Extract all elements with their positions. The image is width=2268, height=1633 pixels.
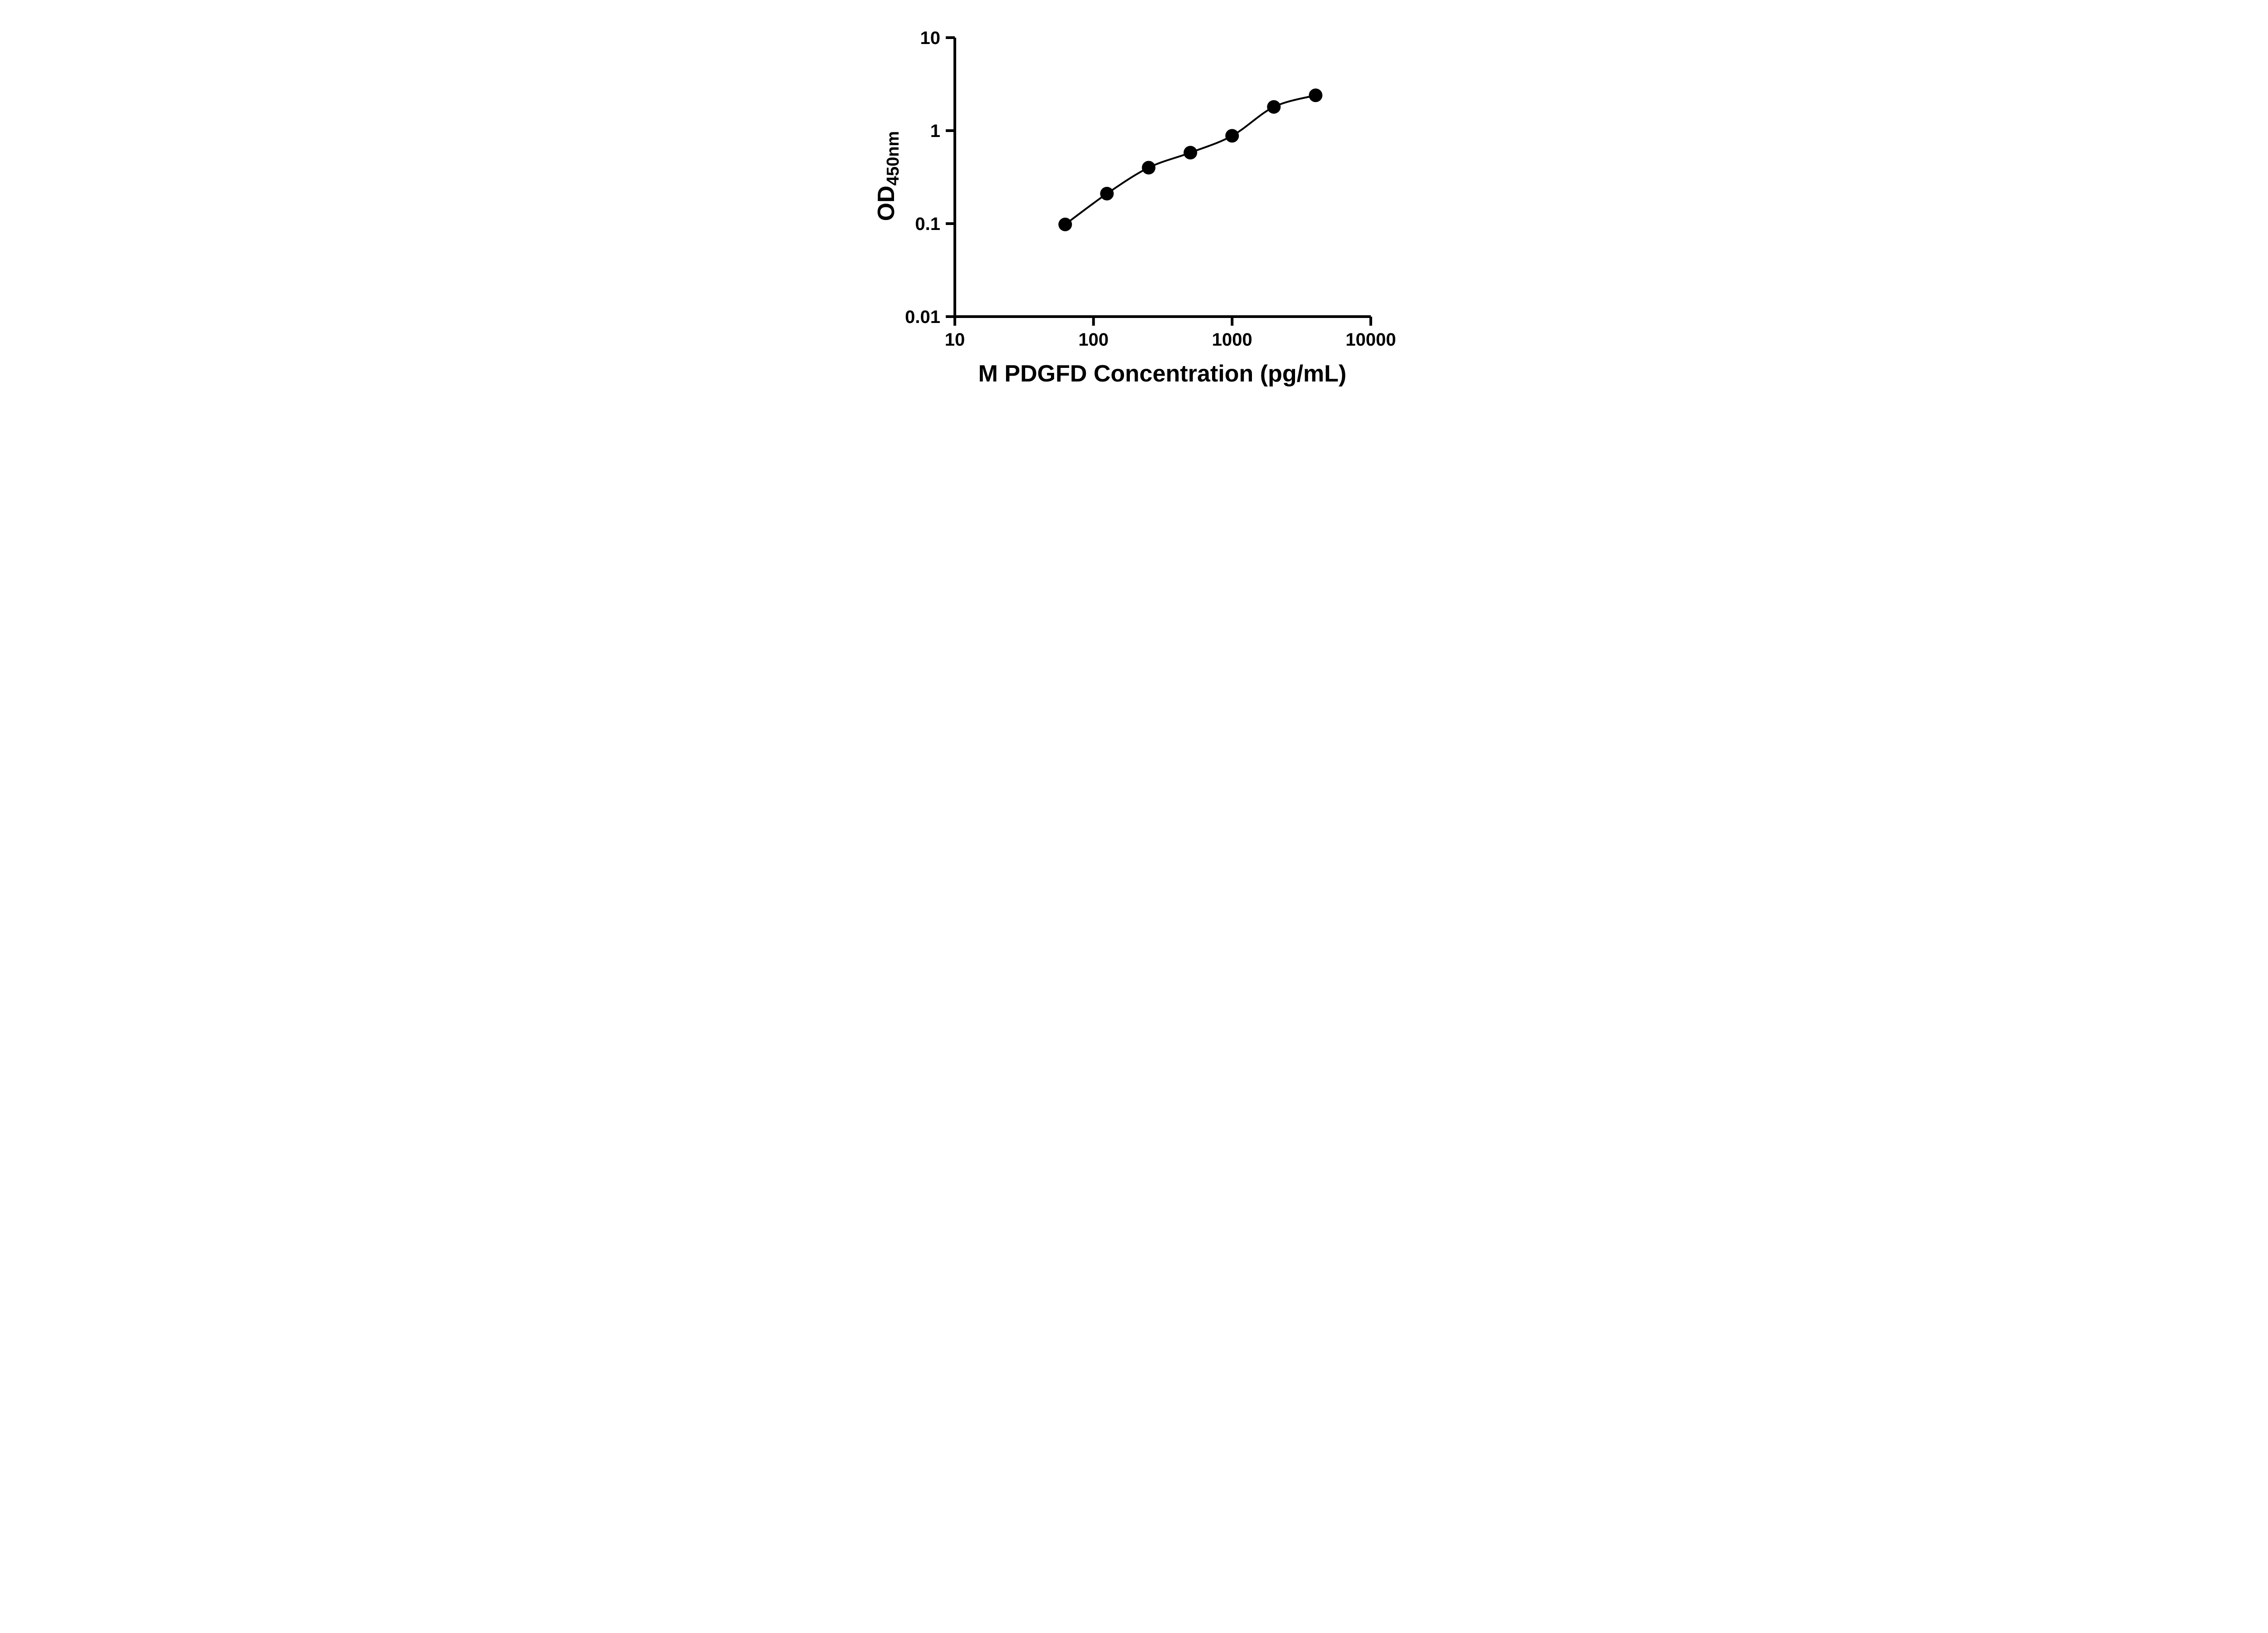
x-tick-label: 1000 <box>1212 330 1252 350</box>
y-tick-label: 0.01 <box>905 307 940 327</box>
y-axis-title-base: OD <box>873 186 899 221</box>
y-axis-title-subscript: 450nm <box>883 131 903 186</box>
y-tick-label: 10 <box>920 28 940 48</box>
x-tick-label: 10 <box>944 330 965 350</box>
chart-canvas: 10 100 1000 10000 0.01 0.1 1 10 <box>905 28 1396 350</box>
fit-curve <box>1064 94 1316 225</box>
x-tick-label: 100 <box>1078 330 1109 350</box>
data-point <box>1100 186 1114 200</box>
data-point <box>1266 100 1281 114</box>
data-point <box>1308 88 1322 103</box>
x-axis-title: M PDGFD Concentration (pg/mL) <box>978 361 1347 387</box>
data-point <box>1183 146 1197 160</box>
data-point <box>1058 217 1072 231</box>
x-tick-label: 10000 <box>1345 330 1396 350</box>
data-point <box>1225 129 1239 143</box>
data-point <box>1141 161 1155 175</box>
y-tick-label: 1 <box>930 121 940 141</box>
y-tick-label: 0.1 <box>915 214 940 234</box>
axis-frame <box>953 38 1371 318</box>
elisa-standard-curve-figure: 10 100 1000 10000 0.01 0.1 1 10 OD450nm M PDGFD… <box>842 0 1426 408</box>
y-axis-title: OD450nm <box>873 131 903 221</box>
